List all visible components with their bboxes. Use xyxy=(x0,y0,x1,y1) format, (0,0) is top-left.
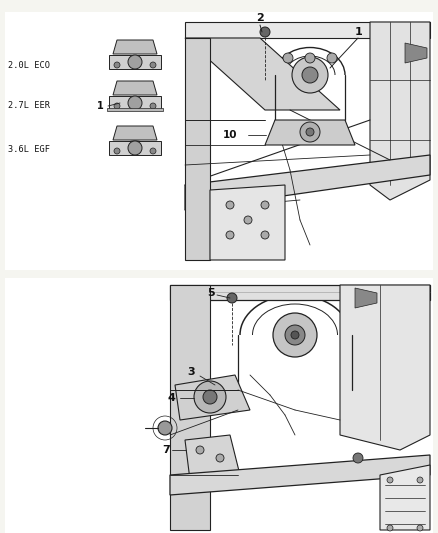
Polygon shape xyxy=(265,120,355,145)
Circle shape xyxy=(194,381,226,413)
Polygon shape xyxy=(170,285,210,530)
Text: 2: 2 xyxy=(256,13,264,23)
Circle shape xyxy=(150,103,156,109)
Polygon shape xyxy=(370,22,430,200)
Text: 2.0L ECO: 2.0L ECO xyxy=(8,61,50,69)
Circle shape xyxy=(261,201,269,209)
Circle shape xyxy=(216,454,224,462)
Circle shape xyxy=(227,293,237,303)
Polygon shape xyxy=(210,185,285,260)
Circle shape xyxy=(128,141,142,155)
Polygon shape xyxy=(185,22,430,38)
Circle shape xyxy=(273,313,317,357)
Text: 5: 5 xyxy=(207,288,215,298)
Text: 4: 4 xyxy=(167,393,175,403)
Circle shape xyxy=(128,96,142,110)
Circle shape xyxy=(387,525,393,531)
Circle shape xyxy=(353,453,363,463)
Polygon shape xyxy=(113,81,157,95)
Circle shape xyxy=(306,128,314,136)
Bar xyxy=(5,12,433,270)
Circle shape xyxy=(260,27,270,37)
Circle shape xyxy=(327,53,337,63)
Polygon shape xyxy=(113,126,157,140)
Circle shape xyxy=(261,231,269,239)
Polygon shape xyxy=(185,38,340,110)
Text: 1: 1 xyxy=(355,27,363,37)
Text: 3: 3 xyxy=(187,367,195,377)
Circle shape xyxy=(292,57,328,93)
Circle shape xyxy=(114,62,120,68)
Circle shape xyxy=(305,53,315,63)
Circle shape xyxy=(291,331,299,339)
Text: 10: 10 xyxy=(223,130,237,140)
Polygon shape xyxy=(380,465,430,530)
Circle shape xyxy=(158,421,172,435)
Text: 1: 1 xyxy=(97,101,103,111)
Polygon shape xyxy=(170,455,430,495)
Circle shape xyxy=(150,62,156,68)
Circle shape xyxy=(203,390,217,404)
Circle shape xyxy=(302,67,318,83)
Circle shape xyxy=(387,477,393,483)
Circle shape xyxy=(114,148,120,154)
Polygon shape xyxy=(185,155,430,210)
Polygon shape xyxy=(185,435,240,480)
Polygon shape xyxy=(113,40,157,54)
Polygon shape xyxy=(355,288,377,308)
Circle shape xyxy=(283,53,293,63)
Text: 3.6L EGF: 3.6L EGF xyxy=(8,146,50,155)
Circle shape xyxy=(226,231,234,239)
Circle shape xyxy=(128,55,142,69)
Bar xyxy=(5,278,433,533)
Circle shape xyxy=(114,103,120,109)
Circle shape xyxy=(150,148,156,154)
Circle shape xyxy=(226,201,234,209)
Polygon shape xyxy=(109,55,161,69)
Text: 2.7L EER: 2.7L EER xyxy=(8,101,50,110)
Text: 7: 7 xyxy=(162,445,170,455)
Polygon shape xyxy=(340,285,430,450)
Polygon shape xyxy=(185,38,210,260)
Polygon shape xyxy=(109,141,161,155)
Polygon shape xyxy=(175,375,250,420)
Circle shape xyxy=(196,446,204,454)
Circle shape xyxy=(300,122,320,142)
Circle shape xyxy=(417,477,423,483)
Circle shape xyxy=(417,525,423,531)
Polygon shape xyxy=(405,43,427,63)
Polygon shape xyxy=(109,96,161,110)
Polygon shape xyxy=(170,285,430,300)
Circle shape xyxy=(244,216,252,224)
Polygon shape xyxy=(107,108,163,111)
Circle shape xyxy=(285,325,305,345)
